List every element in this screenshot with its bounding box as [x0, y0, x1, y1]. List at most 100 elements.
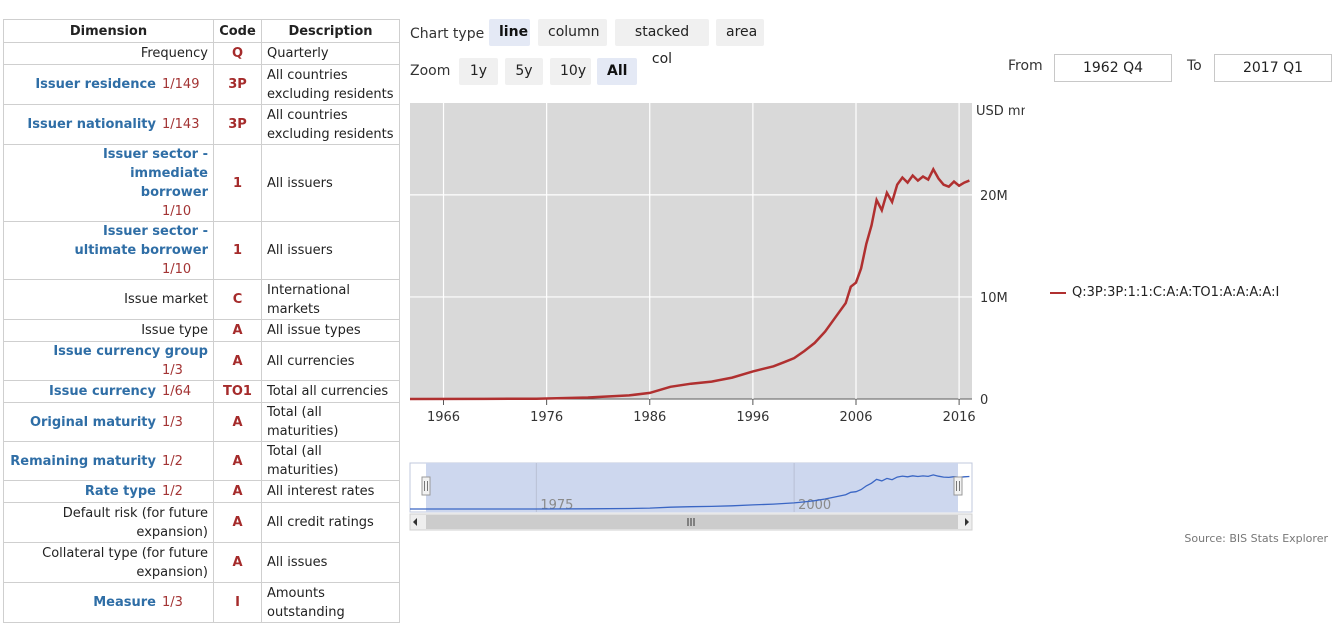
handle-grip	[421, 476, 431, 496]
zoom-1y-button[interactable]: 1y	[459, 58, 498, 85]
chart-type-stacked-col-button[interactable]: stacked col	[615, 19, 709, 67]
dimension-count: 1/143	[162, 117, 200, 132]
description-cell: Quarterly	[261, 42, 400, 65]
dimension-link[interactable]: Issue currency	[49, 384, 156, 399]
x-tick-label: 1976	[530, 410, 563, 425]
dimension-cell[interactable]: Issue currency 1/64	[3, 380, 214, 403]
x-tick-label: 1966	[427, 410, 460, 425]
dimension-count: 1/10	[162, 204, 192, 219]
dimension-count: 1/2	[162, 484, 183, 499]
description-cell: Total (all maturities)	[261, 441, 400, 481]
dimension-count: 1/3	[162, 363, 183, 378]
chart-type-label: Chart type	[410, 26, 485, 42]
dimension-label: Issue market	[124, 292, 208, 307]
table-row: Remaining maturity 1/2 A Total (all maturit…	[3, 441, 400, 481]
navigator-series-line	[410, 474, 970, 510]
x-tick-label: 1986	[633, 410, 666, 425]
table-row: Collateral type (for future expansion) A A…	[3, 542, 400, 583]
navigator-selection[interactable]	[426, 463, 958, 512]
dimension-cell: Frequency	[3, 42, 214, 65]
description-cell: All interest rates	[261, 480, 400, 503]
code-cell: TO1	[213, 380, 262, 403]
dimension-cell[interactable]: Issuer nationality 1/143	[3, 104, 214, 145]
chart-type-column-button[interactable]: column	[538, 19, 607, 46]
dimension-cell[interactable]: Issuer sector - immediate borrower 1/10	[3, 144, 214, 222]
dimension-count: 1/3	[162, 414, 183, 430]
dimension-cell[interactable]: Remaining maturity 1/2	[3, 441, 214, 481]
dimension-link[interactable]: Original maturity	[29, 414, 156, 430]
description-cell: All issuers	[261, 221, 400, 280]
dimension-link[interactable]: Rate type	[84, 484, 156, 499]
table-row: Issuer residence 1/149 3P All countries exc…	[3, 64, 400, 105]
dimension-cell: Collateral type (for future expansion)	[3, 542, 214, 583]
code-cell: A	[213, 441, 262, 481]
dimension-count: 1/3	[162, 595, 183, 610]
y-tick-label: 10M	[980, 291, 1008, 306]
dimension-cell[interactable]: Original maturity 1/3	[3, 402, 214, 442]
legend-swatch	[1050, 291, 1066, 294]
dimension-table: Dimension Code Description Frequency Q Qua…	[3, 19, 400, 623]
dimension-link[interactable]: Issuer nationality	[27, 117, 156, 132]
description-cell: All credit ratings	[261, 502, 400, 543]
description-cell: All issues	[261, 542, 400, 583]
y-axis-ticks: 0 10M 20M	[980, 189, 1008, 408]
range-navigator[interactable]: 1975 2000	[409, 460, 979, 535]
code-cell: A	[213, 402, 262, 442]
code-cell: A	[213, 502, 262, 543]
zoom-5y-button[interactable]: 5y	[505, 58, 543, 85]
dimension-link[interactable]: Issuer residence	[35, 77, 156, 92]
series-line[interactable]	[409, 166, 970, 401]
code-cell: 1	[213, 221, 262, 280]
to-date-input[interactable]: 2017 Q1	[1214, 54, 1332, 82]
code-cell: A	[213, 542, 262, 583]
code-cell: A	[213, 341, 262, 381]
code-header: Code	[213, 19, 262, 43]
source-note: Source: BIS Stats Explorer	[1184, 532, 1328, 545]
dimension-cell[interactable]: Issuer residence 1/149	[3, 64, 214, 105]
chart-type-area-button[interactable]: area	[716, 19, 764, 46]
dimension-count: 1/2	[162, 453, 183, 469]
description-cell: All currencies	[261, 341, 400, 381]
code-cell: Q	[213, 42, 262, 65]
dimension-link[interactable]: Issue currency group	[53, 344, 208, 359]
dimension-label: Issue type	[141, 323, 208, 338]
dimension-cell: Issue market	[3, 279, 214, 320]
navigator-scrollbar[interactable]	[409, 513, 973, 531]
code-cell: I	[213, 582, 262, 623]
table-row: Original maturity 1/3 A Total (all maturiti…	[3, 402, 400, 442]
dimension-cell[interactable]: Measure 1/3	[3, 582, 214, 623]
scroll-left-arrow-icon[interactable]	[413, 518, 417, 526]
from-date-input[interactable]: 1962 Q4	[1054, 54, 1172, 82]
dimension-link[interactable]: Remaining maturity	[10, 453, 156, 469]
navigator-left-handle[interactable]	[421, 476, 431, 496]
dimension-table-body: Frequency Q Quarterly Issuer residence 1/149…	[3, 42, 400, 623]
navigator-right-handle[interactable]	[953, 476, 963, 496]
description-header: Description	[261, 19, 400, 43]
x-tick-label: 2006	[839, 410, 872, 425]
dimension-cell[interactable]: Rate type 1/2	[3, 480, 214, 503]
legend-series-label: Q:3P:3P:1:1:C:A:A:TO1:A:A:A:A:I	[1072, 285, 1280, 300]
description-cell: International markets	[261, 279, 400, 320]
dimension-link[interactable]: Measure	[93, 595, 156, 610]
dimension-cell[interactable]: Issue currency group 1/3	[3, 341, 214, 381]
description-cell: All issue types	[261, 319, 400, 342]
to-label: To	[1187, 58, 1202, 74]
navigator-tick-label: 1975	[540, 498, 573, 513]
code-cell: C	[213, 279, 262, 320]
dimension-link[interactable]: Issuer sector - ultimate borrower	[74, 224, 209, 258]
chart-legend[interactable]: Q:3P:3P:1:1:C:A:A:TO1:A:A:A:A:I	[1050, 285, 1279, 300]
dimension-cell[interactable]: Issuer sector - ultimate borrower 1/10	[3, 221, 214, 280]
description-cell: All issuers	[261, 144, 400, 222]
y-tick-label: 20M	[980, 189, 1008, 204]
dimension-link[interactable]: Issuer sector - immediate borrower	[102, 147, 208, 200]
main-chart[interactable]: 0 10M 20M 1966 1976 1986 1996 2006 2016 USD mn	[405, 95, 1025, 435]
zoom-all-button[interactable]: All	[597, 58, 637, 85]
zoom-10y-button[interactable]: 10y	[550, 58, 591, 85]
scrollbar-thumb	[426, 515, 958, 529]
y-tick-label: 0	[980, 393, 988, 408]
dimension-cell: Default risk (for future expansion)	[3, 502, 214, 543]
chart-type-line-button[interactable]: line	[489, 19, 530, 46]
scroll-right-arrow-icon[interactable]	[965, 518, 969, 526]
dimension-count: 1/64	[162, 384, 192, 399]
dimension-count: 1/10	[162, 262, 192, 277]
